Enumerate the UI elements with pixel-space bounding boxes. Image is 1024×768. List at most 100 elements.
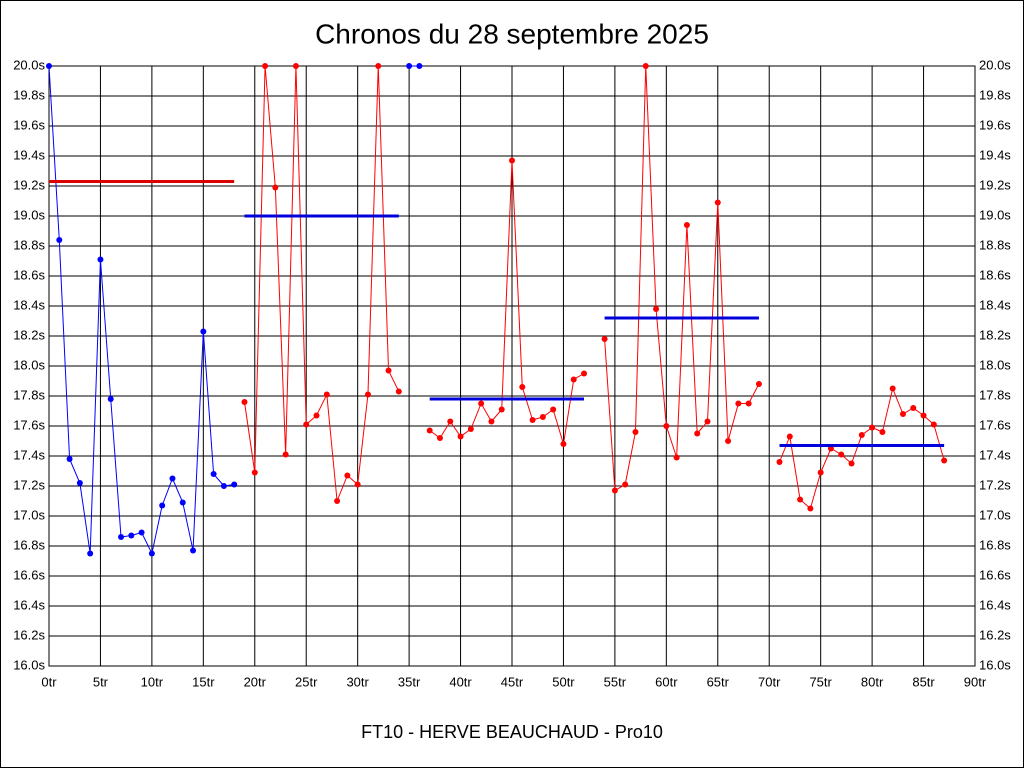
y-tick-label: 16.6s — [13, 567, 45, 582]
x-tick-label: 75tr — [809, 674, 832, 689]
x-tick-label: 0tr — [41, 674, 57, 689]
data-point — [817, 469, 824, 476]
data-point — [632, 429, 639, 435]
data-point — [725, 438, 732, 444]
y-tick-label-right: 17.6s — [979, 417, 1011, 432]
data-point — [786, 433, 793, 440]
x-axis-label: FT10 - HERVE BEAUCHAUD - Pro10 — [361, 722, 663, 742]
data-point — [118, 534, 125, 540]
data-point — [714, 199, 721, 206]
data-point — [622, 481, 629, 488]
data-point — [385, 367, 392, 374]
data-point — [807, 505, 814, 512]
y-tick-label-right: 18.4s — [979, 297, 1011, 312]
data-point — [910, 405, 917, 411]
y-tick-label: 19.6s — [13, 117, 45, 132]
data-point — [889, 385, 896, 392]
data-point — [560, 441, 567, 447]
y-tick-label-right: 18.2s — [979, 327, 1011, 342]
y-tick-label-right: 19.0s — [979, 207, 1011, 222]
data-point — [148, 550, 155, 557]
y-tick-label-right: 18.0s — [979, 357, 1011, 372]
data-point — [107, 396, 114, 402]
data-point — [920, 412, 927, 419]
y-tick-label-right: 18.6s — [979, 267, 1011, 282]
data-point — [735, 400, 742, 407]
data-point — [488, 418, 495, 425]
x-tick-label: 50tr — [552, 674, 575, 689]
data-point — [745, 400, 752, 407]
chart-title: Chronos du 28 septembre 2025 — [315, 18, 709, 49]
x-tick-label: 15tr — [192, 674, 215, 689]
x-tick-label: 40tr — [449, 674, 472, 689]
x-tick-label: 20tr — [244, 674, 267, 689]
data-point — [323, 391, 330, 398]
plot-frame — [48, 65, 976, 667]
data-point — [282, 451, 289, 458]
data-point — [76, 480, 83, 486]
x-tick-label: 80tr — [861, 674, 884, 689]
y-tick-label-right: 19.6s — [979, 117, 1011, 132]
y-tick-label: 18.2s — [13, 327, 45, 342]
data-point — [509, 157, 515, 164]
x-tick-label: 25tr — [295, 674, 318, 689]
x-tick-label: 60tr — [655, 674, 678, 689]
data-point — [210, 471, 217, 477]
data-point — [797, 496, 804, 503]
y-tick-label-right: 17.2s — [979, 477, 1011, 492]
y-tick-label: 18.8s — [13, 237, 45, 252]
data-point — [570, 376, 577, 383]
data-point — [354, 481, 361, 488]
x-tick-label: 65tr — [707, 674, 730, 689]
data-point — [159, 502, 166, 509]
y-tick-label: 20.0s — [13, 57, 45, 72]
data-point — [498, 406, 505, 413]
data-point — [704, 418, 711, 425]
x-tick-label: 70tr — [758, 674, 781, 689]
y-tick-label: 17.0s — [13, 507, 45, 522]
data-point — [66, 456, 73, 462]
y-tick-label-right: 19.4s — [979, 147, 1011, 162]
data-point — [241, 399, 248, 405]
data-point — [755, 381, 762, 387]
y-tick-label: 19.8s — [13, 87, 45, 102]
data-point — [436, 435, 443, 441]
data-point — [539, 414, 546, 420]
data-point — [899, 411, 906, 417]
data-point — [581, 370, 588, 377]
data-point — [838, 451, 845, 458]
data-point — [56, 237, 63, 243]
x-tick-label: 85tr — [912, 674, 935, 689]
data-point — [611, 487, 618, 494]
data-point — [879, 429, 886, 435]
data-point — [426, 427, 433, 434]
data-point — [262, 63, 269, 69]
y-tick-label: 17.2s — [13, 477, 45, 492]
y-tick-label-right: 16.2s — [979, 627, 1011, 642]
data-point — [653, 306, 660, 312]
data-point — [663, 423, 670, 429]
data-point — [128, 532, 135, 539]
x-tick-label: 35tr — [398, 674, 421, 689]
series-line — [243, 65, 400, 502]
data-point — [858, 432, 865, 438]
y-tick-label: 17.8s — [13, 387, 45, 402]
data-point — [941, 457, 948, 464]
data-point — [97, 256, 104, 263]
y-tick-label-right: 16.8s — [979, 537, 1011, 552]
data-point — [200, 328, 207, 335]
data-point — [179, 499, 186, 506]
data-point — [416, 63, 423, 69]
y-tick-label-right: 16.4s — [979, 597, 1011, 612]
data-point — [231, 481, 238, 488]
data-point — [190, 547, 197, 554]
y-tick-label: 17.6s — [13, 417, 45, 432]
data-point — [46, 63, 52, 69]
data-point — [869, 424, 876, 431]
y-tick-label: 18.0s — [13, 357, 45, 372]
data-point — [364, 391, 371, 398]
data-point — [292, 63, 299, 69]
data-point — [683, 222, 690, 228]
y-tick-label: 16.2s — [13, 627, 45, 642]
